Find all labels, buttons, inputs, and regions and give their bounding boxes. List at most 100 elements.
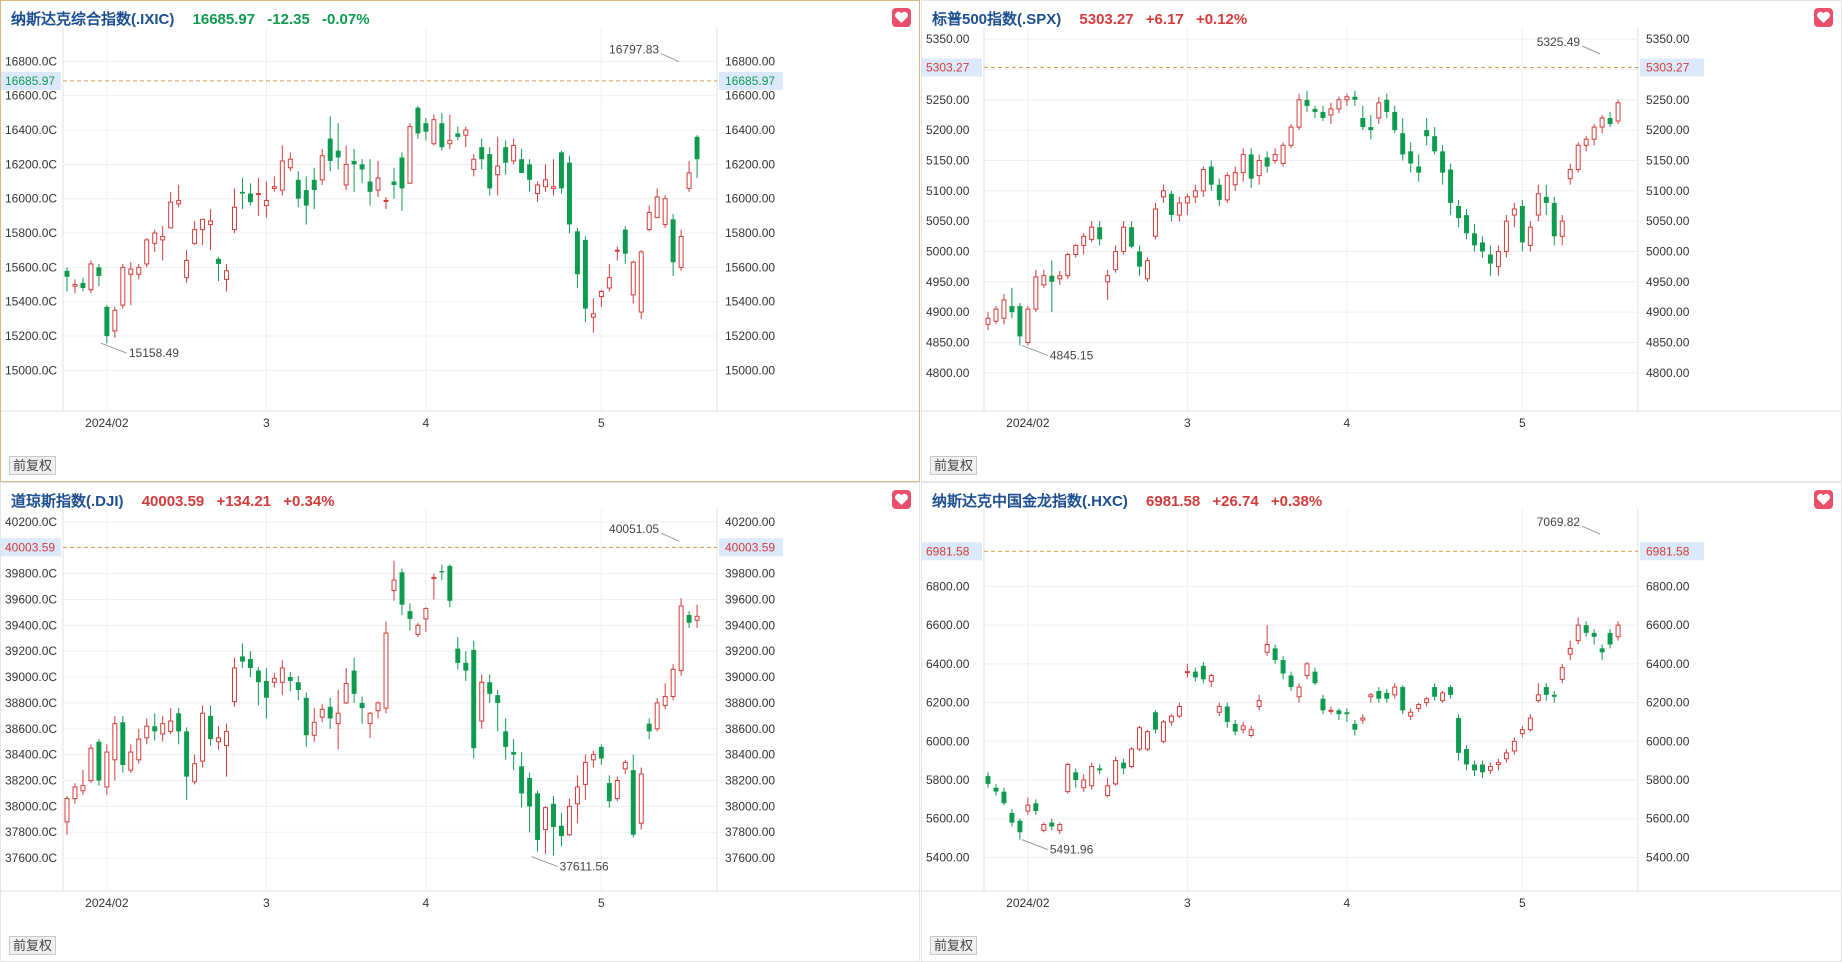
candle [1200, 166, 1206, 197]
candle [1176, 196, 1182, 222]
favorite-heart-icon[interactable] [1814, 8, 1833, 27]
favorite-heart-icon[interactable] [1814, 490, 1833, 509]
y-tick-label-right: 15800.00 [725, 226, 775, 240]
candle [1440, 690, 1446, 703]
candle [1033, 269, 1039, 313]
index-change-pct: +0.12% [1195, 11, 1248, 28]
candle-body [1073, 244, 1079, 255]
y-tick-label-right: 38000.00 [725, 799, 775, 813]
y-tick-label-left: 4950.00 [926, 275, 970, 289]
chart-panel-dji[interactable]: 道琼斯指数(.DJI) 40003.59 +134.21 +0.34% 3760… [0, 482, 920, 962]
candle [112, 306, 118, 338]
candle-body [271, 677, 277, 683]
candle [1240, 721, 1246, 734]
y-axis-labels: 37600.0C 37600.00 37800.0C 37800.00 38000.0C… [5, 515, 775, 865]
candle-body [1607, 632, 1613, 645]
adjust-button[interactable]: 前复权 [9, 456, 57, 475]
candle-body [1440, 151, 1446, 173]
candle-body [1400, 133, 1406, 155]
current-price: 5303.27 5303.27 [922, 58, 1704, 77]
candle [1256, 154, 1262, 185]
candle [1129, 221, 1135, 249]
candle-body [1065, 764, 1071, 793]
candle [1400, 118, 1406, 161]
candle-body [431, 577, 437, 580]
chart-panel-hxc[interactable]: 纳斯达克中国金龙指数(.HXC) 6981.58 +26.74 +0.38% 5… [921, 482, 1842, 962]
favorite-heart-icon[interactable] [892, 490, 911, 509]
candle-body [1599, 117, 1605, 128]
candle-body [1280, 659, 1286, 674]
low-leader [100, 342, 128, 354]
adjust-button[interactable]: 前复权 [9, 936, 57, 955]
candle [263, 668, 269, 719]
candle [1607, 111, 1613, 128]
candle-body [993, 308, 999, 322]
chart-panel-ixic[interactable]: 纳斯达克综合指数(.IXIC) 16685.97 -12.35 -0.07% 1… [0, 0, 920, 482]
candle [1272, 644, 1278, 664]
y-tick-label-left: 5350.00 [926, 32, 970, 46]
candle [367, 159, 373, 206]
y-tick-label-left: 5600.00 [926, 812, 970, 826]
candle-body [1615, 102, 1621, 122]
y-tick-label-right: 38400.00 [725, 748, 775, 762]
candle-body [1105, 275, 1111, 283]
candle-body [1464, 749, 1469, 765]
chart-panel-spx[interactable]: 标普500指数(.SPX) 5303.27 +6.17 +0.12% 4800.… [921, 0, 1842, 482]
y-tick-label-left: 5150.00 [926, 153, 970, 167]
candle [487, 674, 493, 703]
candle [1440, 145, 1446, 185]
candle-body [391, 579, 397, 591]
candle [1551, 690, 1557, 703]
candle [1288, 671, 1294, 691]
current-price-label-left: 40003.59 [5, 540, 55, 554]
adjust-button[interactable]: 前复权 [930, 456, 978, 475]
candle [144, 238, 150, 268]
candle [670, 664, 676, 701]
current-price-label-left: 16685.97 [5, 74, 55, 88]
candle-body [224, 730, 229, 747]
candle-body [1360, 717, 1366, 721]
candle [303, 692, 309, 747]
candle [622, 226, 628, 264]
y-tick-label-right: 4800.00 [1646, 366, 1690, 380]
candle-body [263, 680, 269, 698]
current-price-tag-left-bg [922, 542, 982, 561]
candle [1344, 708, 1350, 722]
candle-body [527, 777, 533, 807]
candle-body [1073, 772, 1079, 781]
adjust-button[interactable]: 前复权 [930, 936, 978, 955]
candle-body [1001, 299, 1007, 319]
candle [1432, 127, 1438, 155]
candle-body [255, 193, 261, 196]
candle [1296, 93, 1302, 131]
y-tick-label-left: 38600.0C [5, 722, 57, 736]
current-price-label-right: 40003.59 [725, 540, 775, 554]
annotations: 7069.82 5491.96 [1021, 515, 1601, 857]
candle-body [367, 181, 373, 192]
candle-body [96, 267, 102, 276]
grid [922, 509, 1841, 892]
candle-body [1113, 250, 1119, 271]
candle-body [622, 761, 628, 770]
grid [1, 27, 919, 412]
x-axis-labels: 2024/02 3 4 5 [85, 896, 605, 910]
candle [1216, 702, 1222, 717]
candle [335, 690, 341, 750]
candle-body [1240, 725, 1246, 731]
y-tick-label-right: 15600.00 [725, 260, 775, 274]
candle [1480, 236, 1485, 258]
candle-body [176, 199, 182, 205]
candle-body [72, 284, 78, 287]
index-price: 5303.27 [1079, 11, 1134, 28]
candle-body [271, 186, 277, 189]
y-tick-label-right: 5200.00 [1646, 123, 1690, 137]
candle-body [463, 662, 469, 671]
candle-body [455, 133, 461, 137]
candle [1153, 202, 1158, 240]
candle [535, 181, 541, 203]
candle-body [1224, 175, 1230, 201]
favorite-heart-icon[interactable] [892, 8, 911, 27]
candle-body [519, 159, 525, 173]
candle [327, 697, 333, 729]
current-price-label-right: 16685.97 [725, 74, 775, 88]
